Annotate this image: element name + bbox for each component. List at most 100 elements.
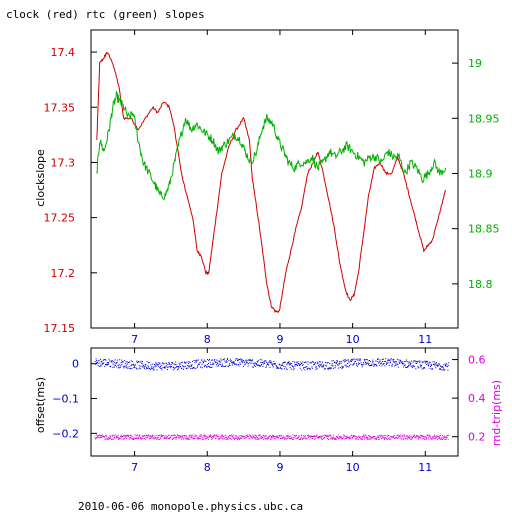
rnd-trip-tick-label: 0.2 xyxy=(468,431,486,444)
scatter-point xyxy=(303,367,305,369)
scatter-point xyxy=(115,363,117,365)
scatter-point xyxy=(330,367,332,369)
scatter-point xyxy=(433,363,435,365)
scatter-point xyxy=(396,437,398,439)
scatter-point xyxy=(178,362,180,364)
scatter-point xyxy=(421,438,423,440)
scatter-point xyxy=(269,359,271,361)
scatter-point xyxy=(333,436,335,438)
scatter-point xyxy=(298,436,300,438)
scatter-point xyxy=(229,434,231,436)
scatter-point xyxy=(435,363,437,365)
scatter-point xyxy=(237,438,238,440)
scatter-point xyxy=(360,436,362,438)
scatter-point xyxy=(317,361,319,363)
scatter-point xyxy=(287,363,289,365)
scatter-point xyxy=(231,364,233,366)
scatter-point xyxy=(142,364,144,366)
scatter-point xyxy=(335,437,336,439)
scatter-point xyxy=(270,439,272,440)
scatter-point xyxy=(152,366,154,368)
scatter-point xyxy=(240,435,242,436)
scatter-point xyxy=(263,438,265,440)
scatter-point xyxy=(236,438,238,440)
scatter-point xyxy=(127,362,129,363)
scatter-point xyxy=(293,361,295,363)
scatter-point xyxy=(400,434,402,436)
scatter-point xyxy=(256,438,258,440)
scatter-point xyxy=(250,360,252,362)
scatter-point xyxy=(257,438,259,440)
scatter-point xyxy=(445,364,446,366)
scatter-point xyxy=(402,363,404,365)
scatter-point xyxy=(195,436,197,437)
scatter-point xyxy=(402,436,404,438)
scatter-point xyxy=(292,369,294,371)
scatter-point xyxy=(292,434,294,436)
scatter-point xyxy=(382,435,383,437)
scatter-point xyxy=(423,438,425,440)
scatter-point xyxy=(130,365,132,367)
scatter-point xyxy=(110,360,112,362)
scatter-point xyxy=(105,364,106,366)
scatter-point xyxy=(407,437,409,439)
scatter-point xyxy=(178,437,180,439)
scatter-point xyxy=(344,435,346,437)
scatter-point xyxy=(154,364,156,365)
scatter-point xyxy=(182,436,184,438)
scatter-point xyxy=(228,437,230,439)
scatter-point xyxy=(206,435,208,437)
scatter-point xyxy=(178,367,180,369)
scatter-point xyxy=(327,439,329,440)
scatter-point xyxy=(245,359,247,361)
scatter-point xyxy=(397,437,399,439)
scatter-point xyxy=(337,365,339,367)
scatter-point xyxy=(124,366,126,368)
scatter-point xyxy=(230,435,232,437)
scatter-point xyxy=(333,367,335,369)
scatter-point xyxy=(313,364,315,366)
scatter-point xyxy=(301,365,303,367)
scatter-point xyxy=(409,364,411,366)
scatter-point xyxy=(435,436,437,438)
scatter-point xyxy=(273,361,275,362)
scatter-point xyxy=(159,434,161,436)
scatter-point xyxy=(381,362,382,364)
scatter-point xyxy=(240,359,242,361)
scatter-point xyxy=(155,362,157,364)
scatter-point xyxy=(274,438,275,440)
scatter-point xyxy=(337,437,339,439)
scatter-point xyxy=(376,365,378,367)
scatter-point xyxy=(193,366,195,368)
scatter-point xyxy=(164,436,166,438)
scatter-point xyxy=(395,362,397,364)
scatter-point xyxy=(445,436,447,438)
scatter-point xyxy=(191,368,193,370)
scatter-point xyxy=(258,360,260,362)
scatter-point xyxy=(171,361,173,363)
scatter-point xyxy=(330,438,332,440)
scatter-point xyxy=(344,435,346,437)
scatter-point xyxy=(328,436,330,438)
scatter-point xyxy=(303,362,305,363)
scatter-point xyxy=(316,368,318,370)
scatter-point xyxy=(140,360,142,362)
scatter-point xyxy=(115,366,117,368)
scatter-point xyxy=(437,438,439,440)
scatter-point xyxy=(162,367,164,369)
scatter-point xyxy=(418,436,420,438)
scatter-point xyxy=(265,366,267,368)
scatter-point xyxy=(232,361,234,363)
scatter-point xyxy=(99,362,101,364)
scatter-point xyxy=(445,438,447,440)
scatter-point xyxy=(157,436,159,438)
scatter-point xyxy=(197,436,199,438)
scatter-point xyxy=(228,437,229,439)
scatter-point xyxy=(371,436,372,438)
scatter-point xyxy=(280,434,282,436)
scatter-point xyxy=(438,437,440,439)
scatter-point xyxy=(352,364,354,366)
scatter-point xyxy=(318,435,320,437)
scatter-point xyxy=(338,438,340,440)
scatter-point xyxy=(276,435,278,437)
